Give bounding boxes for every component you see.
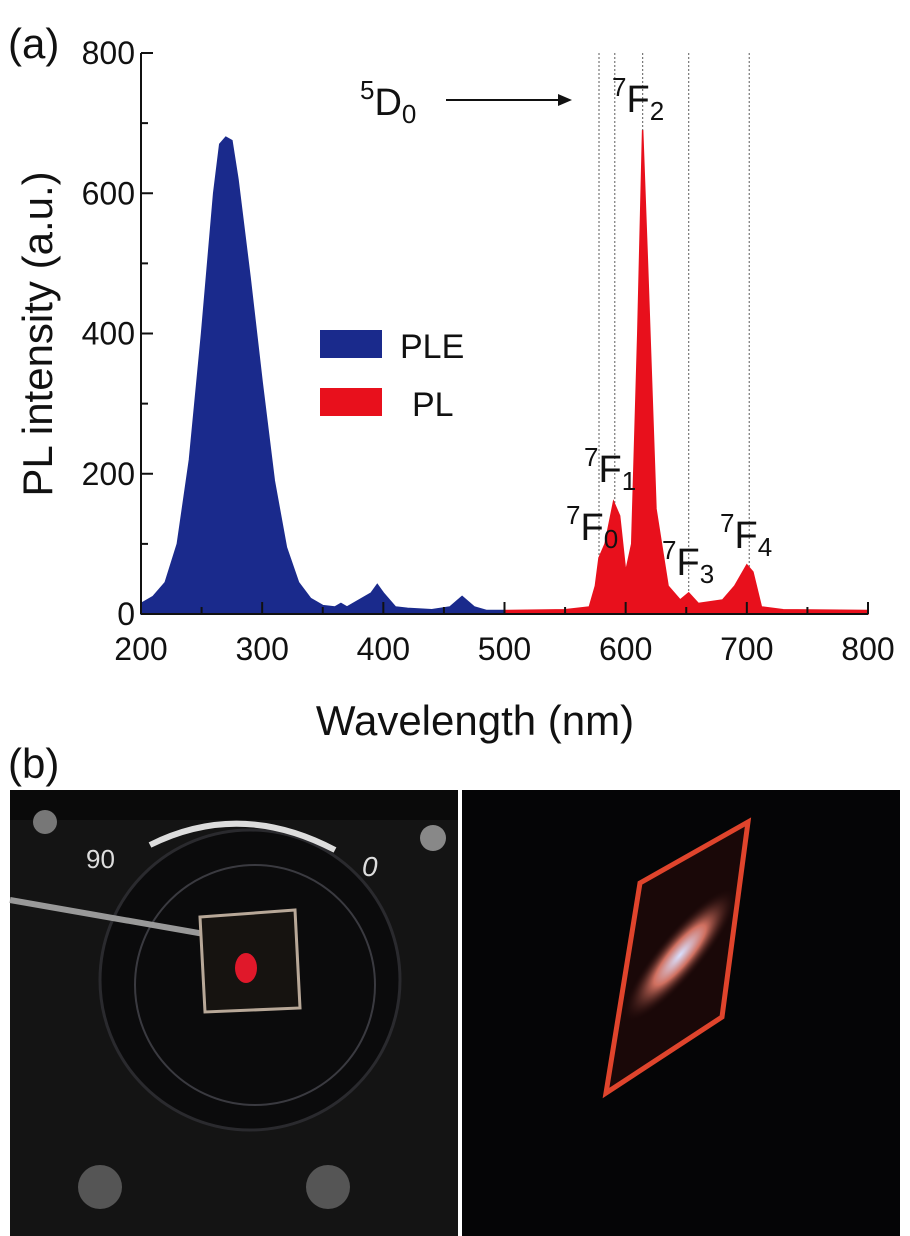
arrow-head bbox=[558, 94, 572, 106]
annotation-sup: 7 bbox=[584, 442, 598, 472]
annotation: 5D0 bbox=[360, 75, 416, 129]
annotation-sup: 7 bbox=[662, 535, 676, 565]
photo-right bbox=[462, 790, 900, 1236]
x-tick-label: 400 bbox=[357, 631, 410, 667]
x-tick-label: 800 bbox=[841, 631, 894, 667]
annotation-sup: 7 bbox=[720, 508, 734, 538]
panel-label: (a) bbox=[8, 20, 59, 67]
annotation-sub: 4 bbox=[758, 532, 772, 562]
annotation-sup: 7 bbox=[566, 500, 580, 530]
annotation: 7F2 bbox=[612, 72, 664, 126]
annotation-sub: 0 bbox=[604, 524, 618, 554]
plot bbox=[140, 53, 869, 615]
y-tick-label: 600 bbox=[82, 175, 135, 211]
annotation-sub: 3 bbox=[700, 559, 714, 589]
dial-label: 90 bbox=[86, 844, 115, 874]
annotation: 7F0 bbox=[566, 500, 618, 554]
y-tick-label: 200 bbox=[82, 456, 135, 492]
x-tick-label: 300 bbox=[235, 631, 288, 667]
annotation-sup: 5 bbox=[360, 75, 374, 105]
legend-label: PLE bbox=[400, 328, 464, 366]
annotation-sub: 0 bbox=[402, 99, 416, 129]
annotation: 7F1 bbox=[584, 442, 636, 496]
annotation-base: F bbox=[580, 507, 603, 549]
panel-label: (b) bbox=[8, 740, 59, 787]
x-axis-label: Wavelength (nm) bbox=[316, 697, 634, 744]
x-tick-label: 600 bbox=[599, 631, 652, 667]
annotation-base: F bbox=[626, 79, 649, 121]
annotation-base: F bbox=[598, 449, 621, 491]
annotation: 7F4 bbox=[720, 508, 772, 562]
dial-label: 0 bbox=[362, 851, 378, 882]
annotation: 7F3 bbox=[662, 535, 714, 589]
x-tick-label: 700 bbox=[720, 631, 773, 667]
y-tick-label: 400 bbox=[82, 316, 135, 352]
annotation-sub: 1 bbox=[622, 466, 636, 496]
legend-swatch bbox=[320, 330, 382, 358]
photo-left: 90 0 bbox=[9, 790, 458, 1236]
y-tick-label: 800 bbox=[82, 35, 135, 71]
x-tick-label: 200 bbox=[114, 631, 167, 667]
x-tick-label: 500 bbox=[478, 631, 531, 667]
y-tick-label: 0 bbox=[117, 596, 135, 632]
area bbox=[503, 130, 869, 615]
area bbox=[140, 136, 506, 615]
annotation-base: F bbox=[676, 542, 699, 584]
y-axis-label: PL intensity (a.u.) bbox=[14, 171, 61, 496]
legend-swatch bbox=[320, 388, 382, 416]
annotation-base: D bbox=[374, 82, 401, 124]
annotation-sup: 7 bbox=[612, 72, 626, 102]
annotation-base: F bbox=[734, 515, 757, 557]
annotation-sub: 2 bbox=[650, 96, 664, 126]
legend-label: PL bbox=[412, 386, 454, 424]
